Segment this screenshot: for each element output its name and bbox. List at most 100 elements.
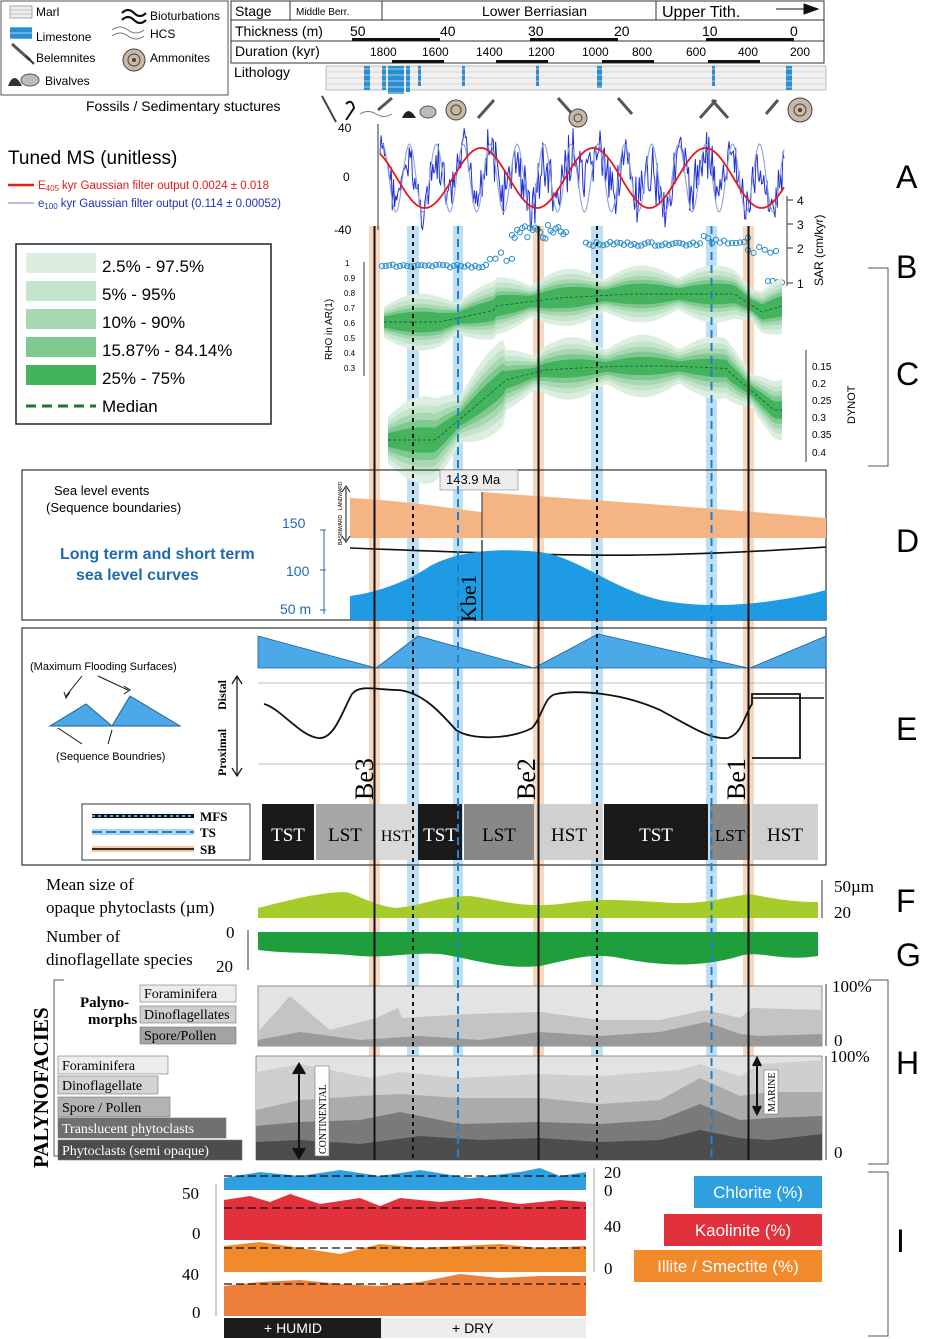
sar-point (693, 241, 700, 249)
proximal-label: Proximal (215, 728, 229, 776)
i-left-tick: 0 (192, 1224, 201, 1243)
ammonite-icon (122, 48, 146, 72)
upper-legend-item: Dinoflagellates (144, 1008, 230, 1023)
sar-point (767, 249, 774, 256)
ammonite-icon (787, 97, 813, 123)
svg-text:0.8: 0.8 (344, 289, 356, 298)
sar-point (511, 234, 518, 241)
i-left-tick: 0 (192, 1303, 201, 1322)
legend-ammonites: Ammonites (150, 51, 210, 65)
sar-point (524, 234, 531, 241)
sar-point (425, 262, 432, 269)
f-tick: 50µm (834, 877, 874, 896)
dry-bar (381, 1318, 586, 1338)
long-term-curve (349, 546, 827, 556)
dynot-bands (388, 334, 782, 484)
duration-tick: 1600 (422, 45, 449, 59)
d-tick: 100 (286, 563, 310, 579)
sar-point (586, 241, 593, 248)
dynot-axis-label: DYNOT (846, 385, 858, 424)
lower-legend-item: Foraminifera (62, 1059, 136, 1074)
tuned-ms-title: Tuned MS (unitless) (8, 148, 177, 169)
thickness-tick: 30 (528, 23, 544, 39)
sar-point (503, 257, 510, 264)
limestone-symbol (10, 27, 32, 39)
svg-text:0.6: 0.6 (344, 319, 356, 328)
sar-point (648, 239, 655, 246)
legend-bioturbations: Bioturbations (150, 9, 220, 23)
sar-point (421, 262, 429, 269)
sar-point (683, 242, 690, 249)
i-right-tick: 40 (604, 1217, 621, 1236)
sar-point (429, 263, 436, 270)
sar-point (610, 241, 617, 248)
f-title-2: opaque phytoclasts (µm) (46, 898, 214, 917)
example-triangle (48, 703, 114, 727)
thickness-tick: 0 (790, 23, 798, 39)
b-tick: 2 (797, 242, 804, 256)
belemnite-icon (764, 99, 780, 115)
sar-axis-label: SAR (cm/kyr) (812, 215, 826, 286)
belemnite-icon (377, 96, 393, 112)
svg-text:0.25: 0.25 (812, 396, 832, 407)
legend-belemnites: Belemnites (36, 51, 95, 65)
upper-legend-item: Foraminifera (144, 987, 218, 1002)
lower-legend-item: Phytoclasts (semi opaque) (62, 1144, 209, 1159)
bivalve-icon (402, 111, 416, 118)
thickness-tick: 10 (702, 23, 718, 39)
ci-label: 15.87% - 84.14% (102, 341, 232, 360)
illite-lower-area (224, 1274, 586, 1316)
sar-point (439, 262, 447, 269)
duration-ticks: 1800 1600 1400 1200 1000 800 600 400 200 (370, 45, 810, 59)
stage-label: Stage (235, 3, 272, 19)
sar-point (582, 239, 590, 246)
confidence-band (388, 356, 782, 453)
tract-label: LST (715, 826, 746, 845)
sar-point (676, 239, 683, 246)
sar-point (400, 262, 407, 269)
kbe1-label: Kbe1 (456, 574, 481, 622)
stage-upper: Upper Tith. (662, 4, 740, 21)
confidence-band (388, 351, 782, 460)
f-tick: 20 (834, 903, 851, 922)
duration-tick: 1400 (476, 45, 503, 59)
ms-series (379, 128, 785, 232)
sar-point (393, 263, 400, 270)
kaolinite-area (224, 1194, 586, 1240)
sar-point (482, 261, 490, 268)
sequence-boundaries-label: (Sequence boundaries) (46, 500, 181, 515)
basinward-label: BASINWARD (338, 515, 344, 545)
tract-label: HST (767, 825, 803, 846)
sar-point (432, 261, 439, 268)
kaolinite-label: Kaolinite (%) (695, 1221, 791, 1240)
belemnite-icon (476, 99, 496, 119)
sar-point (665, 242, 673, 249)
sar-point (486, 256, 494, 263)
sar-point (724, 240, 732, 247)
rho-axis-label: RHO in AR(1) (324, 299, 335, 360)
sar-point (696, 240, 704, 247)
panel-letter: F (896, 883, 916, 919)
panel-letter: B (896, 249, 917, 285)
time-arrow-icon (776, 3, 820, 15)
landward-label: LANDWARD (338, 481, 344, 510)
b-tick: 4 (797, 194, 804, 208)
sar-point (544, 222, 552, 229)
long-short-label-1: Long term and short term (60, 546, 255, 563)
chlorite-label: Chlorite (%) (713, 1183, 803, 1202)
sar-point (641, 240, 648, 247)
short-term-sea-level-area (350, 550, 826, 620)
duration-tick: 600 (686, 45, 706, 59)
tract-label: LST (328, 825, 362, 846)
fossils-label: Fossils / Sedimentary stuctures (86, 98, 281, 114)
sar-point (679, 240, 686, 247)
sar-point (669, 240, 676, 247)
panel-letter: H (896, 1045, 919, 1081)
sar-point (662, 240, 669, 247)
lithology-column (325, 65, 827, 94)
sar-point (634, 242, 641, 249)
confidence-band (388, 346, 782, 468)
svg-text:0.4: 0.4 (812, 448, 826, 459)
illite-upper-area (224, 1242, 586, 1272)
panel-letter: E (896, 711, 917, 747)
